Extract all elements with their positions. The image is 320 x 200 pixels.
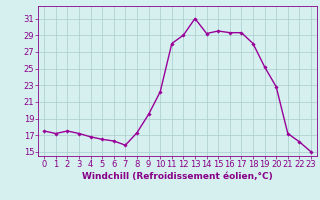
X-axis label: Windchill (Refroidissement éolien,°C): Windchill (Refroidissement éolien,°C) — [82, 172, 273, 181]
